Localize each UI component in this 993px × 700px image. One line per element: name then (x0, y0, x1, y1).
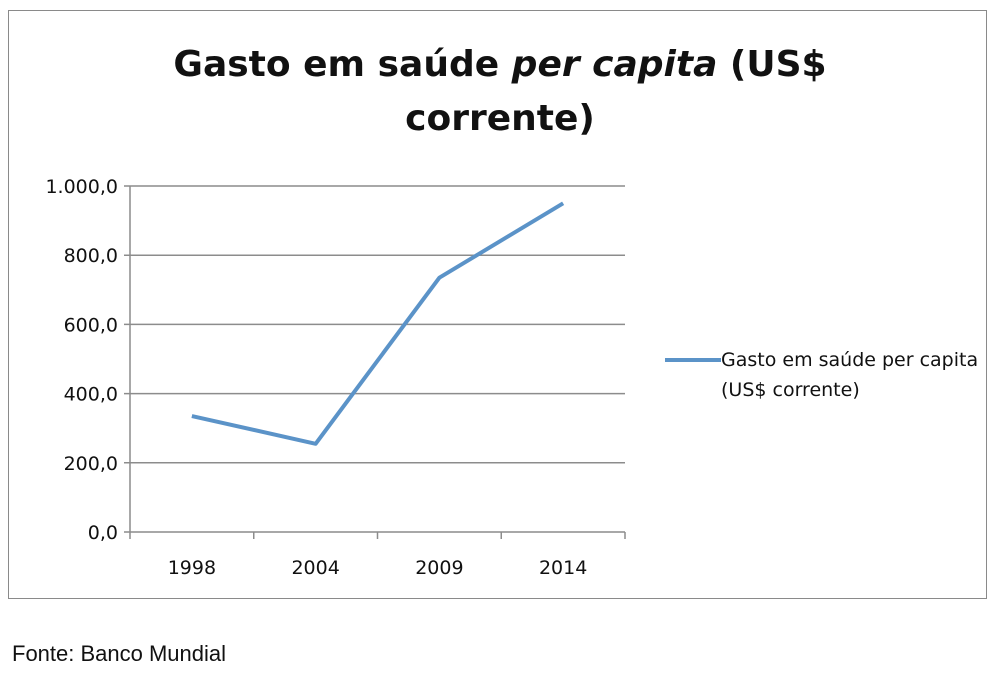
x-tick-label: 2009 (415, 557, 463, 579)
chart-title: Gasto em saúde per capita (US$ corrente) (0, 38, 993, 146)
y-tick-label: 200,0 (64, 453, 118, 475)
y-tick-label: 400,0 (64, 384, 118, 406)
y-tick-label: 0,0 (88, 522, 118, 544)
x-tick-label: 2004 (291, 557, 339, 579)
chart-title-part: (US$ (717, 44, 827, 85)
chart-frame (8, 10, 987, 599)
y-tick-label: 600,0 (64, 314, 118, 336)
legend-label: Gasto em saúde per capita (US$ corrente) (721, 349, 979, 401)
x-tick-label: 2014 (539, 557, 587, 579)
chart-title-line-1: Gasto em saúde per capita (US$ (0, 38, 993, 92)
source-note: Fonte: Banco Mundial (12, 641, 227, 666)
y-tick-label: 800,0 (64, 245, 118, 267)
chart-title-italic-part: per capita (511, 44, 718, 85)
chart-title-part: Gasto em saúde (173, 44, 512, 85)
y-tick-label: 1.000,0 (45, 176, 118, 198)
chart-title-line-2: corrente) (405, 98, 595, 139)
x-tick-label: 1998 (168, 557, 216, 579)
legend-line-swatch (665, 358, 721, 362)
series-line (191, 201, 565, 446)
